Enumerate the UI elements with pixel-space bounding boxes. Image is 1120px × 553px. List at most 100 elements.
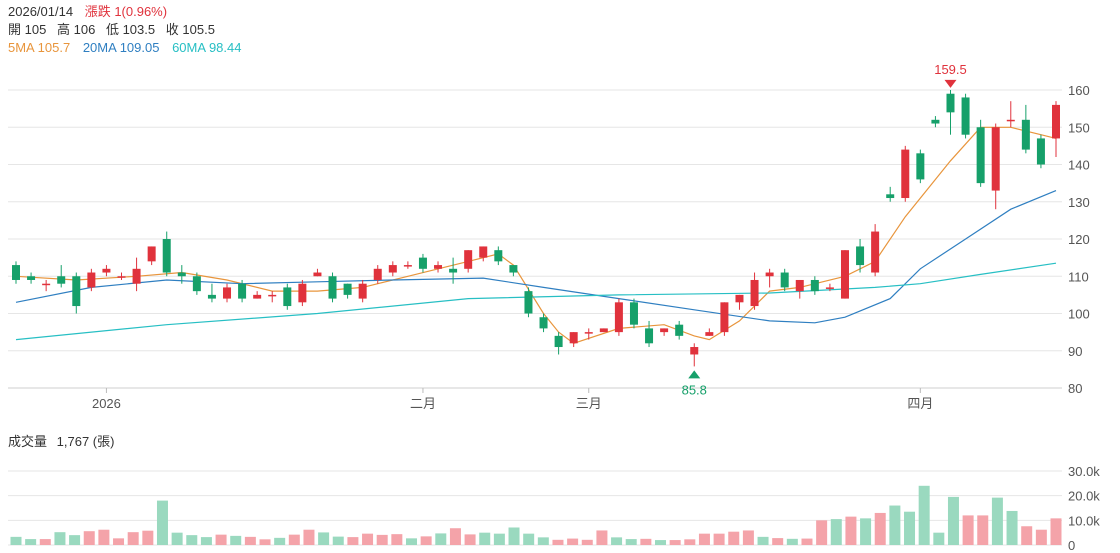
candle-body <box>449 268 458 273</box>
volume-bar <box>303 529 315 545</box>
volume-bar <box>435 533 447 545</box>
volume-bar <box>1035 529 1047 545</box>
volume-bar <box>464 534 476 545</box>
volume-bar <box>274 537 286 545</box>
price-tick-label: 110 <box>1068 269 1089 284</box>
volume-value: 1,767 (張) <box>56 434 115 449</box>
ma-line-5ma <box>15 126 1057 344</box>
candle-body <box>268 294 277 297</box>
volume-bar <box>69 535 81 545</box>
volume-tick-label: 10.0k <box>1068 513 1100 528</box>
candle-body <box>886 194 895 199</box>
volume-bar <box>186 535 198 545</box>
volume-bar <box>669 540 681 545</box>
candle-body <box>388 265 397 273</box>
volume-bar <box>318 532 330 545</box>
candle-body <box>343 283 352 295</box>
candle-body <box>358 283 367 299</box>
x-tick-label: 2026 <box>92 396 121 411</box>
volume-bar <box>552 539 564 545</box>
candle-body <box>765 272 774 277</box>
volume-bar <box>962 515 974 545</box>
candle-body <box>464 250 473 269</box>
candle-body <box>192 276 201 292</box>
ma-legend: 5MA 105.7 20MA 109.05 60MA 98.44 <box>8 40 251 56</box>
volume-bar <box>493 533 505 545</box>
candle-body <box>645 328 654 344</box>
candle-body <box>12 265 20 280</box>
header-line-1: 2026/01/14 漲跌 1(0.96%) <box>8 4 167 20</box>
open-value: 開 105 <box>8 22 47 37</box>
volume-bar <box>801 538 813 545</box>
volume-bar <box>1050 518 1062 545</box>
candle-body <box>614 302 623 333</box>
volume-bar <box>347 537 359 545</box>
candle-body <box>720 302 729 333</box>
high-marker-arrow <box>944 79 957 88</box>
volume-bar <box>83 531 95 545</box>
volume-bar <box>391 534 403 545</box>
volume-bar <box>259 539 271 545</box>
candle-body <box>403 265 412 267</box>
candle-body <box>524 291 533 314</box>
candle-body <box>1036 138 1045 165</box>
candle-body <box>946 93 955 113</box>
volume-bar <box>991 497 1003 545</box>
volume-bar <box>156 500 168 545</box>
volume-bar <box>244 536 256 545</box>
volume-tick-label: 0 <box>1068 538 1075 553</box>
candle-body <box>931 119 940 124</box>
volume-bar <box>332 536 344 545</box>
price-tick-label: 90 <box>1068 344 1082 359</box>
volume-bar <box>947 496 959 545</box>
candle-body <box>690 347 699 355</box>
candle-body <box>132 268 141 284</box>
candle-body <box>177 272 186 277</box>
price-tick-label: 150 <box>1068 120 1090 135</box>
volume-bar <box>171 532 183 545</box>
candle-body <box>825 287 834 289</box>
candle-body <box>584 332 593 334</box>
candle-body <box>223 287 232 299</box>
volume-bar <box>508 527 520 545</box>
volume-tick-label: 20.0k <box>1068 489 1100 504</box>
candle-body <box>1021 119 1030 150</box>
price-tick-label: 100 <box>1068 307 1090 322</box>
ma-line-20ma <box>15 190 1057 324</box>
volume-bar <box>596 530 608 545</box>
low-marker-label: 85.8 <box>682 382 707 397</box>
volume-bar <box>728 531 740 545</box>
volume-bar <box>684 539 696 545</box>
ma-line-60ma <box>15 262 1057 341</box>
candle-body <box>705 332 714 336</box>
candle-body <box>373 268 382 280</box>
ohlc-line: 開 105 高 106 低 103.5 收 105.5 <box>8 22 222 38</box>
price-tick-label: 130 <box>1068 195 1090 210</box>
low-marker-arrow <box>688 370 701 379</box>
volume-bar <box>479 532 491 545</box>
volume-bar <box>845 516 857 545</box>
volume-bar <box>581 539 593 545</box>
volume-bar <box>713 533 725 545</box>
volume-bar <box>200 537 212 545</box>
volume-bar <box>288 534 300 545</box>
volume-bar <box>405 538 417 545</box>
volume-bar <box>786 538 798 545</box>
x-tick-label: 四月 <box>907 396 933 411</box>
volume-bar <box>54 532 66 545</box>
legend-20ma: 20MA 109.05 <box>82 40 160 55</box>
volume-bar <box>611 537 623 545</box>
x-tick-label: 三月 <box>576 396 602 411</box>
volume-bar <box>625 539 637 545</box>
candle-body <box>840 250 849 299</box>
volume-bar <box>742 530 754 545</box>
volume-bar <box>420 536 432 545</box>
candle-body <box>660 328 669 333</box>
price-tick-label: 140 <box>1068 158 1090 173</box>
candle-body <box>629 302 638 325</box>
candle-body <box>961 97 970 135</box>
volume-bar <box>860 518 872 545</box>
volume-bar <box>376 534 388 545</box>
volume-bar <box>772 538 784 545</box>
